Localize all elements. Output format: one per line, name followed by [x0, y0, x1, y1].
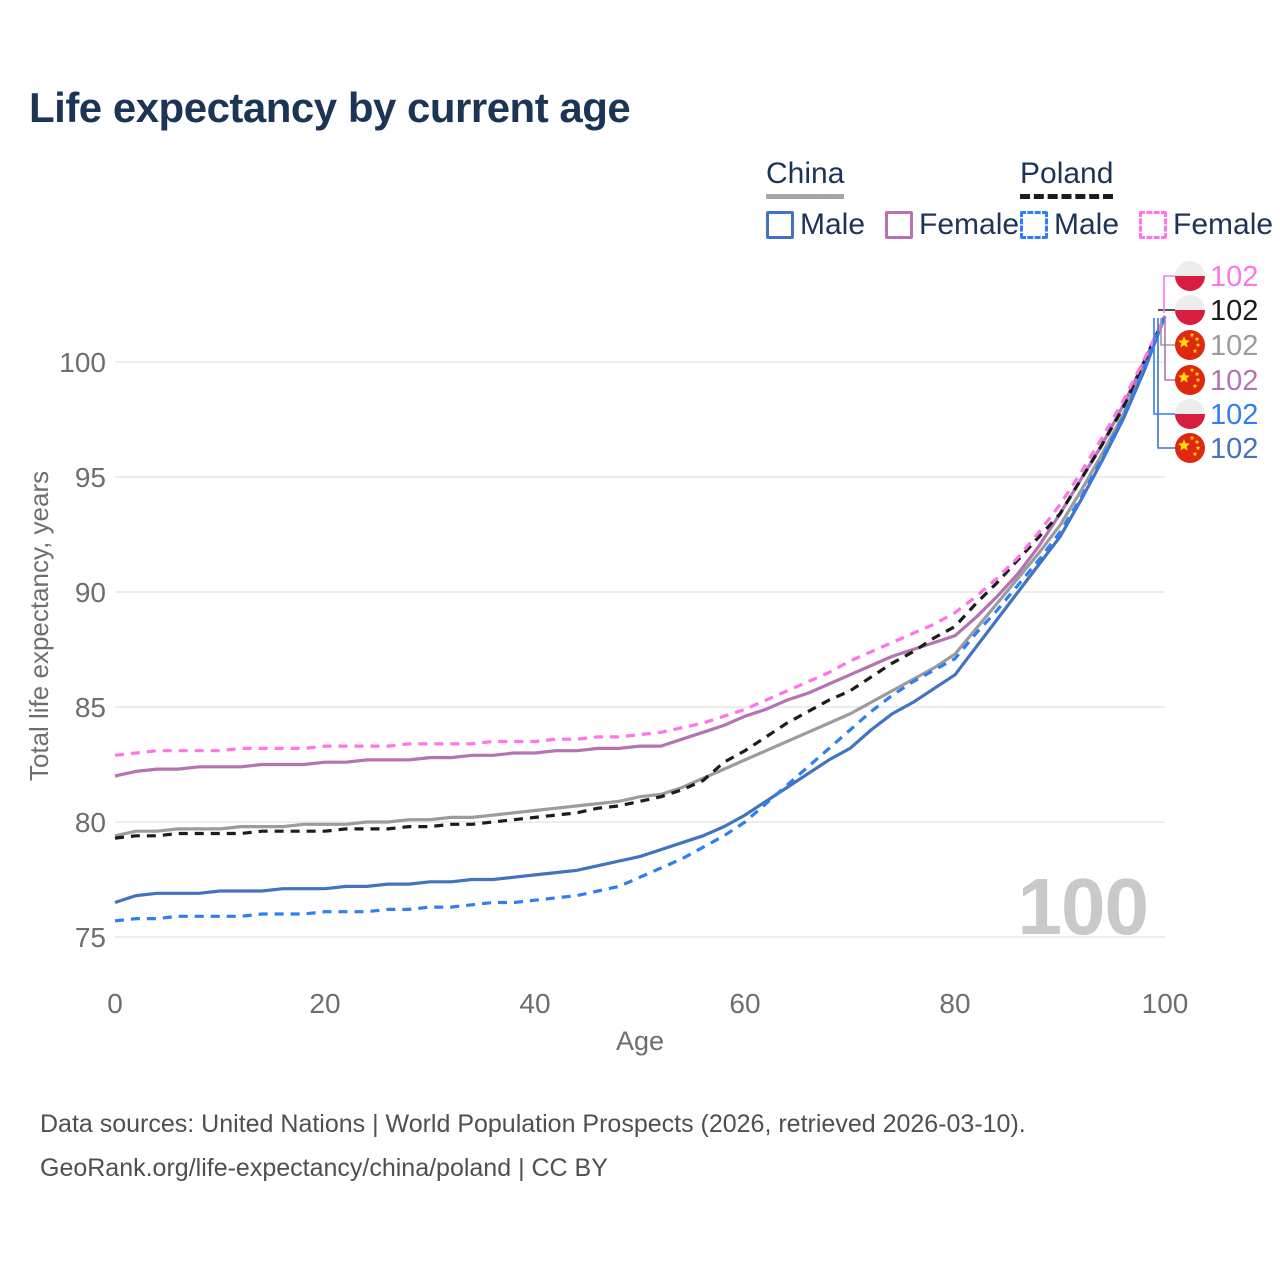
y-tick-label: 90 [75, 577, 106, 608]
legend-item-label: Male [800, 208, 866, 241]
end-value-label-poland-male: 102 [1210, 399, 1258, 431]
x-tick-label: 20 [309, 988, 340, 1019]
end-value-label-china-male: 102 [1210, 433, 1258, 465]
legend-item-china-male[interactable]: Male [766, 208, 865, 242]
legend-swatch-icon [1139, 211, 1168, 239]
legend-country-label-china[interactable]: China [766, 157, 845, 199]
series-line-china-total [114, 315, 1167, 838]
legend-item-china-female[interactable]: Female [885, 208, 1019, 242]
x-tick-label: 100 [1142, 988, 1189, 1019]
end-value-label-china-female: 102 [1210, 365, 1258, 397]
footer: Data sources: United Nations | World Pop… [40, 1102, 1026, 1190]
footer-data-sources: Data sources: United Nations | World Pop… [40, 1110, 1026, 1138]
series-line-poland-female [114, 315, 1167, 757]
x-axis-title: Age [616, 1026, 664, 1056]
series-line-poland-male [114, 315, 1167, 923]
end-label-leader-line [1163, 275, 1175, 313]
china-flag-icon [1175, 365, 1205, 395]
china-flag-icon [1175, 433, 1205, 463]
poland-flag-icon [1175, 399, 1205, 429]
end-label-leader-line [1157, 318, 1175, 449]
y-tick-label: 75 [75, 922, 106, 953]
legend-swatch-icon [766, 211, 794, 239]
legend-item-poland-male[interactable]: Male [1020, 208, 1119, 242]
legend-items-row: Male Female [1020, 208, 1273, 242]
end-value-label-poland-female: 102 [1210, 261, 1258, 293]
series-line-china-female [114, 315, 1167, 778]
legend-item-label: Male [1054, 208, 1120, 241]
poland-flag-icon [1175, 261, 1205, 291]
legend-group-china: China Male Female [766, 157, 1019, 242]
series-line-china-male [114, 315, 1167, 905]
legend-group-poland: Poland Male Female [1020, 157, 1273, 242]
end-label-leader-line [1153, 318, 1175, 415]
page-title: Life expectancy by current age [29, 84, 631, 131]
x-tick-label: 40 [519, 988, 550, 1019]
legend-items-row: Male Female [766, 208, 1019, 242]
legend-item-label: Female [1173, 208, 1274, 241]
end-label-leader-line [1160, 318, 1175, 346]
y-axis-title: Total life expectancy, years [24, 471, 54, 781]
x-tick-label: 80 [939, 988, 970, 1019]
y-tick-label: 100 [59, 347, 106, 378]
end-value-label-poland-total: 102 [1210, 295, 1258, 327]
watermark-age: 100 [1018, 862, 1148, 951]
legend-item-label: Female [919, 208, 1020, 241]
x-tick-label: 0 [107, 988, 123, 1019]
series-line-poland-total [114, 315, 1167, 840]
legend-country-label-poland[interactable]: Poland [1020, 157, 1114, 199]
footer-attribution: GeoRank.org/life-expectancy/china/poland… [40, 1154, 608, 1182]
end-label-leader-line [1164, 318, 1175, 381]
y-tick-label: 85 [75, 692, 106, 723]
legend-swatch-icon [1020, 211, 1048, 239]
legend-item-poland-female[interactable]: Female [1139, 208, 1273, 242]
y-tick-label: 95 [75, 462, 106, 493]
legend-swatch-icon [885, 211, 914, 239]
poland-flag-icon [1175, 295, 1205, 325]
china-flag-icon [1175, 330, 1205, 360]
end-value-label-china-total: 102 [1210, 330, 1258, 362]
y-tick-label: 80 [75, 807, 106, 838]
x-tick-label: 60 [729, 988, 760, 1019]
